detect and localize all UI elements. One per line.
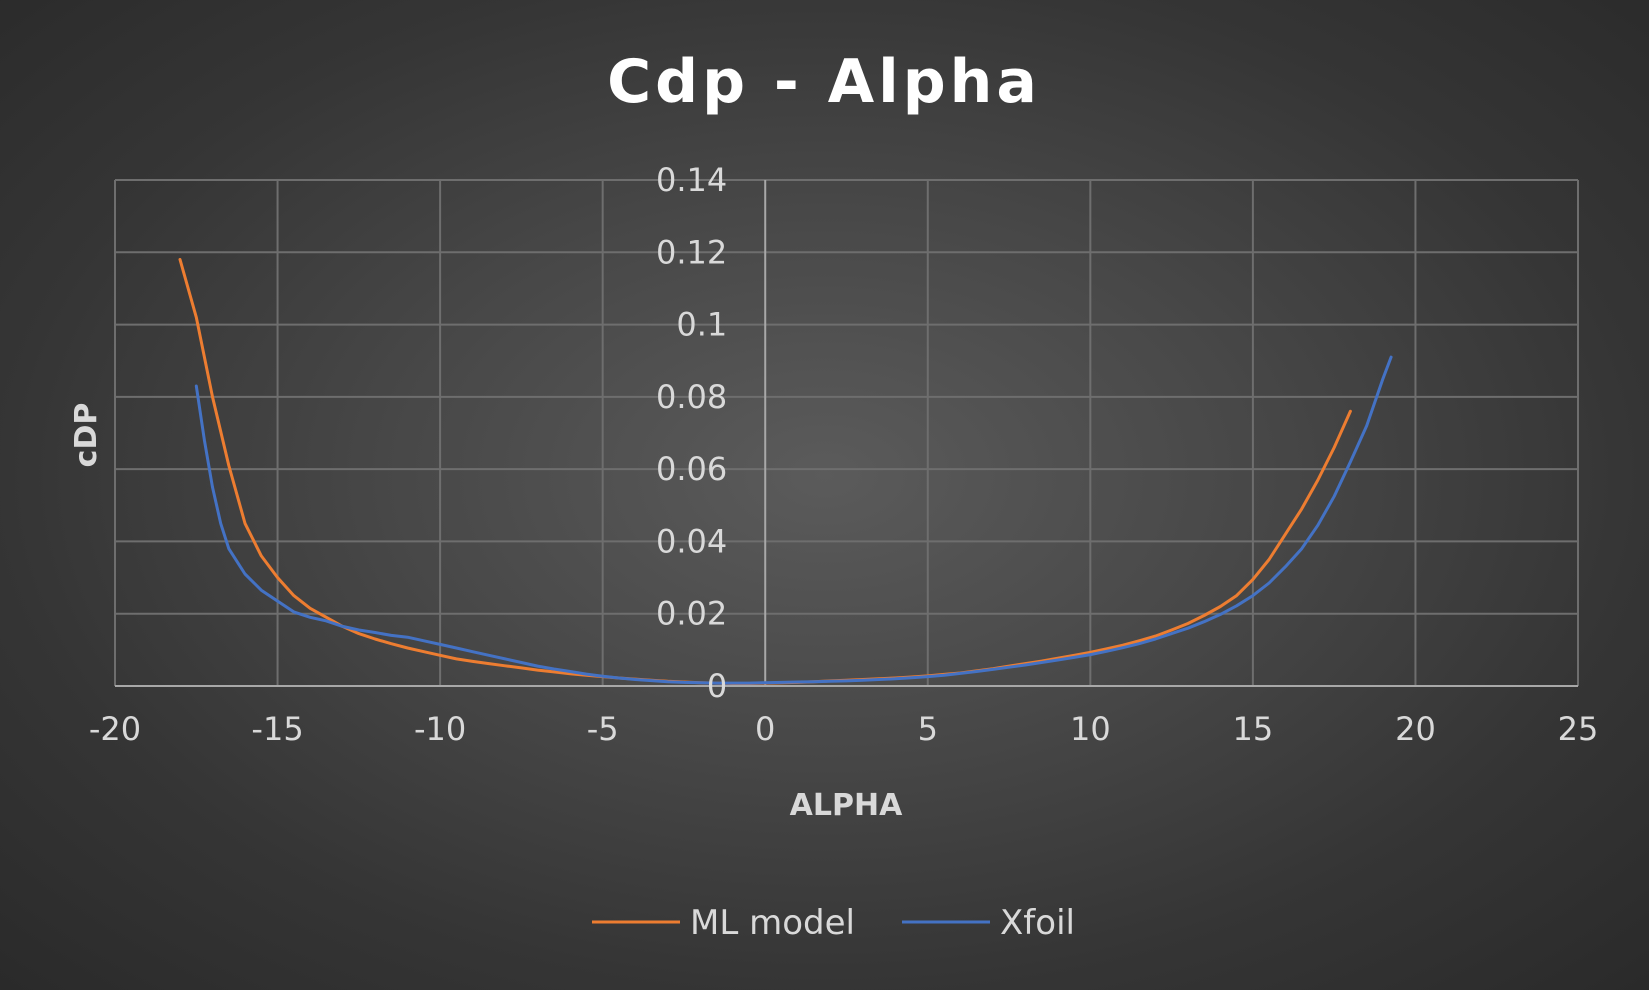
y-tick-label: 0.1: [676, 306, 727, 344]
x-tick-label: -15: [251, 710, 303, 748]
y-tick-label: 0: [707, 667, 727, 705]
legend-item: ML model: [592, 903, 855, 943]
x-tick-label: -10: [414, 710, 466, 748]
axes: [115, 180, 1578, 687]
chart-title: Cdp - Alpha: [607, 47, 1041, 117]
legend-item: Xfoil: [902, 903, 1075, 943]
series: [178, 258, 1393, 685]
x-tick-label: -20: [89, 710, 141, 748]
y-axis-title: cDP: [69, 403, 104, 468]
x-tick-label: 0: [755, 710, 775, 748]
x-axis-title: ALPHA: [790, 788, 903, 823]
y-tick-label: 0.06: [656, 450, 727, 488]
series-line-xfoil: [194, 355, 1393, 685]
y-tick-label: 0.08: [656, 378, 727, 416]
x-tick-label: 25: [1558, 710, 1599, 748]
tick-labels: -20 -15 -10 -5 0 5 10 15 20 25 0 0.02 0.04 0.06 0.08 0.…: [89, 161, 1598, 748]
legend: ML model Xfoil: [592, 903, 1075, 943]
x-tick-label: -5: [587, 710, 619, 748]
x-tick-label: 20: [1395, 710, 1436, 748]
y-tick-label: 0.02: [656, 595, 727, 633]
grid: [114, 179, 1579, 686]
y-tick-label: 0.12: [656, 233, 727, 271]
x-tick-label: 15: [1233, 710, 1274, 748]
legend-label: ML model: [690, 903, 855, 943]
x-tick-label: 5: [918, 710, 938, 748]
y-tick-label: 0.04: [656, 522, 727, 560]
x-tick-label: 10: [1070, 710, 1111, 748]
y-tick-label: 0.14: [656, 161, 727, 199]
legend-label: Xfoil: [1000, 903, 1075, 943]
